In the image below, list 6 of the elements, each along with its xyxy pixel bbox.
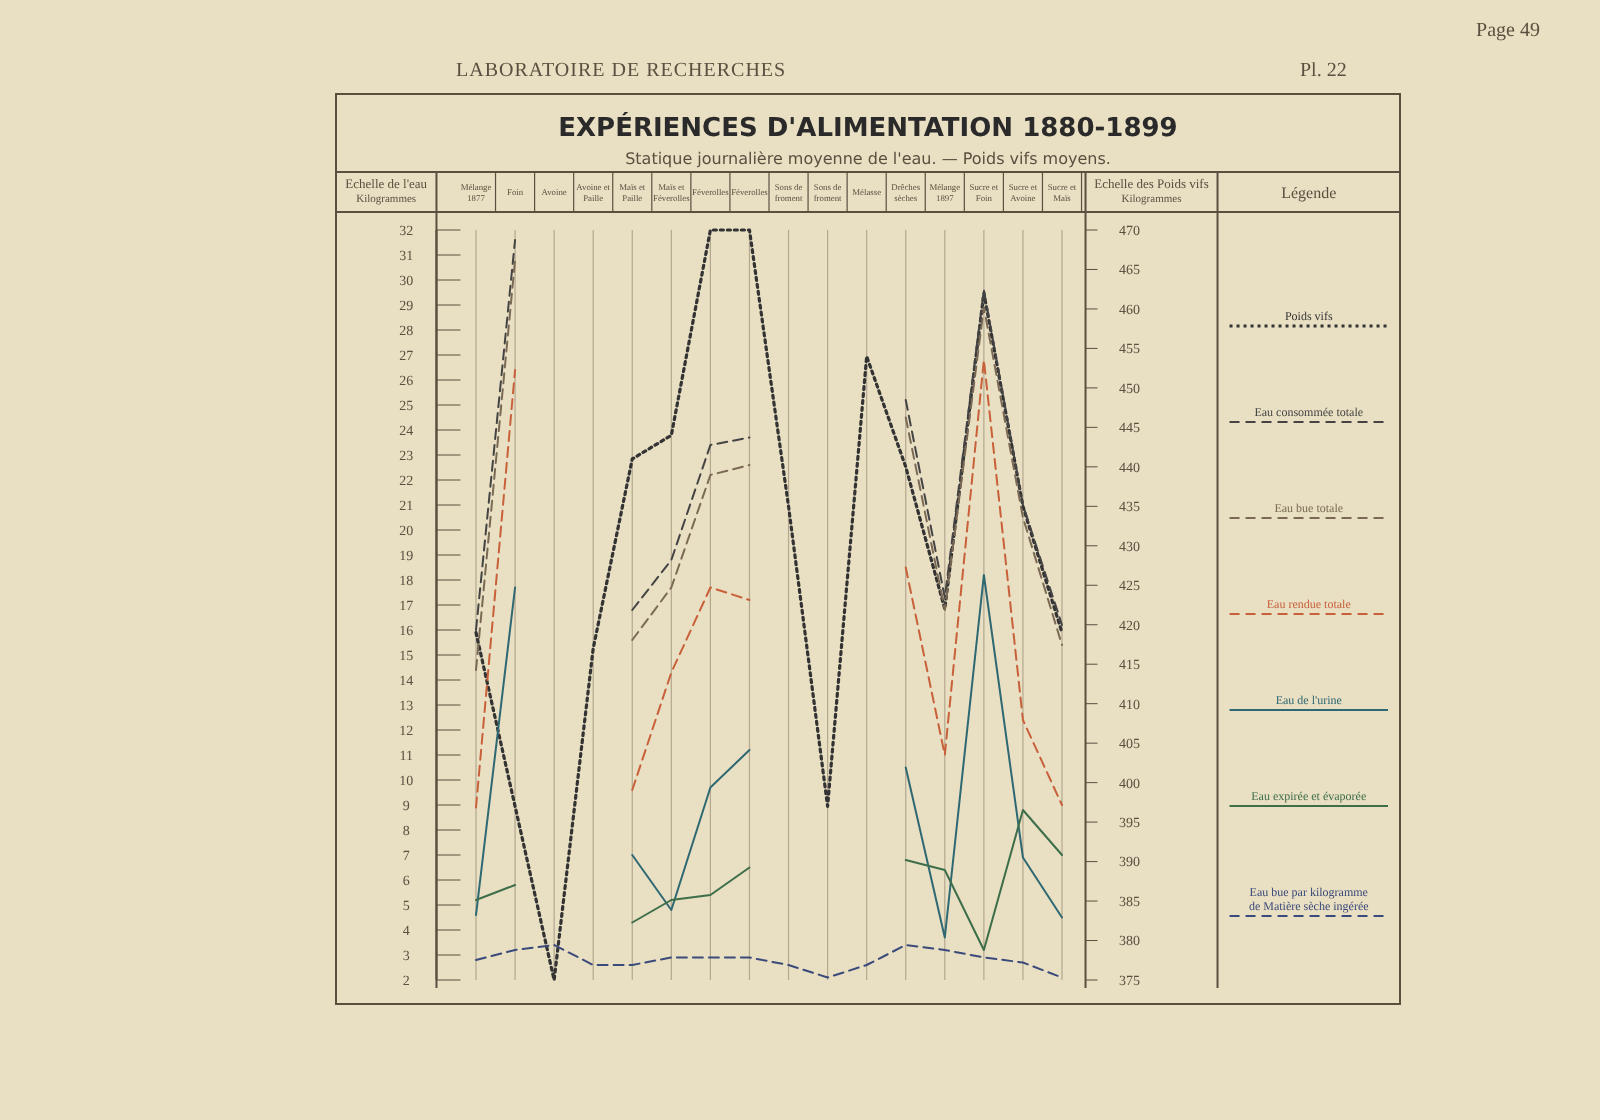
- text: LABORATOIRE DE RECHERCHES: [456, 60, 787, 82]
- chart-title: EXPÉRIENCES D'ALIMENTATION 1880-1899: [558, 110, 1178, 144]
- chart-subtitle: Statique journalière moyenne de l'eau. — Poids vifs moyens.: [625, 150, 1111, 168]
- text: Pl. 22: [1300, 60, 1347, 82]
- text: Page 49: [1476, 20, 1540, 42]
- legend-title: Légende: [1281, 184, 1338, 202]
